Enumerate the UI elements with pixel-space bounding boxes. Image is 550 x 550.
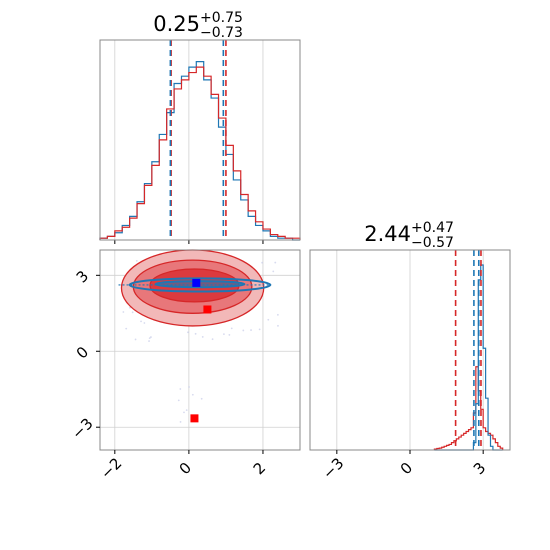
hist-1-red-series [99,66,301,240]
scatter-point [191,393,194,396]
title-1-plus: +0.75 [200,10,243,26]
scatter-panel-2d: −3 0 3 −2 0 2 [68,249,301,483]
scatter-point [211,338,214,341]
scatter-point [135,259,138,262]
hist-2-red-series [433,366,504,450]
hist-panel-param-2: −3 0 3 [309,249,511,483]
title-2-plus: +0.47 [411,220,454,236]
title-param-2: 2.44 +0.47 −0.57 [364,220,454,251]
scatter-point [122,311,125,313]
scatter-point [250,329,252,331]
scatter-point [134,338,137,341]
scatter-point [140,320,142,323]
scatter-point [261,261,264,264]
hist-2-x-ticks: −3 0 3 [319,450,489,483]
scatter-x-ticks: −2 0 2 [97,450,269,483]
scatter-point [230,327,233,330]
scatter-point [223,333,225,336]
title-1-minus: −0.73 [200,25,243,41]
scatter-point [131,311,134,314]
title-2-value: 2.44 [364,222,411,246]
scatter-blue-contour [128,277,272,293]
scatter-point [125,327,128,330]
scatter-red-marker [190,414,199,423]
hist-1-marks [99,40,301,241]
scatter-point [179,421,182,423]
scatter-point [267,318,270,321]
scatter-point [148,337,151,340]
scatter-blue-marker [192,278,201,287]
hist-panel-param-1 [99,39,301,244]
scatter-frame [99,249,301,451]
scatter-y-tick-label: 0 [73,343,92,362]
scatter-point [177,399,180,402]
scatter-red-marker [203,305,212,314]
hist-1-frame [99,39,301,241]
scatter-point [194,332,197,335]
scatter-point [143,322,146,324]
hist-2-x-tick-label: −3 [319,454,347,482]
scatter-point [150,336,152,338]
scatter-y-tick-label: 3 [73,267,92,286]
scatter-point [272,270,275,273]
scatter-y-ticks: −3 0 3 [68,267,100,443]
scatter-point [242,329,245,332]
scatter-x-tick-label: 0 [176,459,195,478]
scatter-point [277,324,279,327]
hist-2-x-tick-label: 0 [397,459,416,478]
scatter-point [274,261,277,264]
scatter-point [201,336,204,338]
title-2-minus: −0.57 [411,235,454,251]
scatter-y-tick-label: −3 [68,414,96,442]
scatter-point [276,313,279,316]
scatter-point [179,388,182,390]
scatter-point [188,386,190,388]
hist-1-frame-bg [100,40,300,240]
scatter-point [185,409,188,412]
scatter-point [258,328,261,331]
title-param-1: 0.25 +0.75 −0.73 [153,10,243,41]
hist-2-x-tick-label: 3 [470,459,489,478]
scatter-point [183,411,185,414]
scatter-point [228,334,231,336]
scatter-x-tick-label: 2 [250,459,269,478]
scatter-point [187,331,189,334]
title-1-value: 0.25 [153,12,200,36]
scatter-point [200,397,203,400]
scatter-x-tick-label: −2 [97,454,125,482]
scatter-point [148,340,150,342]
scatter-marks [118,249,279,423]
